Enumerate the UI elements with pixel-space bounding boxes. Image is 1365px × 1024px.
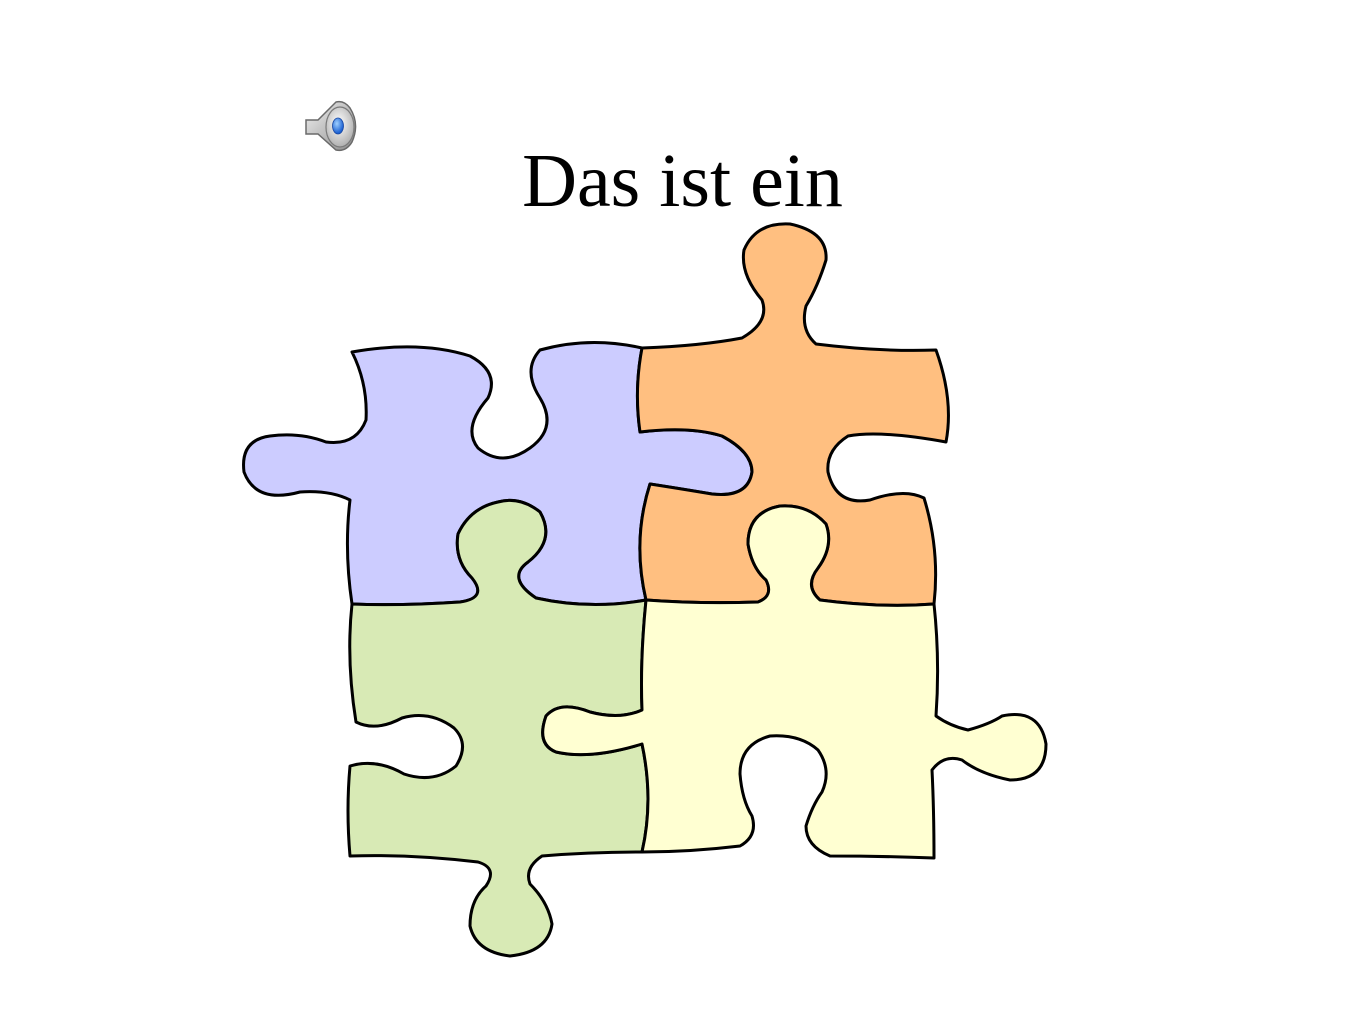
slide-title: Das ist ein <box>522 139 843 223</box>
puzzle-piece-bottom-right[interactable] <box>541 504 1048 860</box>
speaker-icon[interactable] <box>300 94 364 158</box>
puzzle-piece-bottom-left[interactable] <box>346 498 650 958</box>
